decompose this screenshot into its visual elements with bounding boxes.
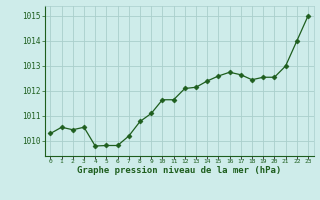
X-axis label: Graphe pression niveau de la mer (hPa): Graphe pression niveau de la mer (hPa) — [77, 166, 281, 175]
